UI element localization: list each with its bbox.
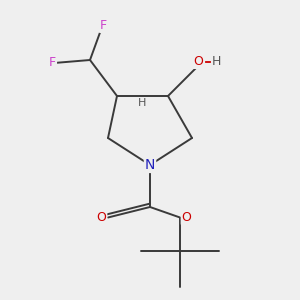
- Text: F: F: [100, 19, 107, 32]
- Text: O: O: [182, 211, 191, 224]
- Text: H: H: [138, 98, 147, 109]
- Text: O: O: [97, 211, 106, 224]
- Text: F: F: [49, 56, 56, 70]
- Text: N: N: [145, 158, 155, 172]
- Text: O: O: [193, 55, 203, 68]
- Text: H: H: [212, 55, 221, 68]
